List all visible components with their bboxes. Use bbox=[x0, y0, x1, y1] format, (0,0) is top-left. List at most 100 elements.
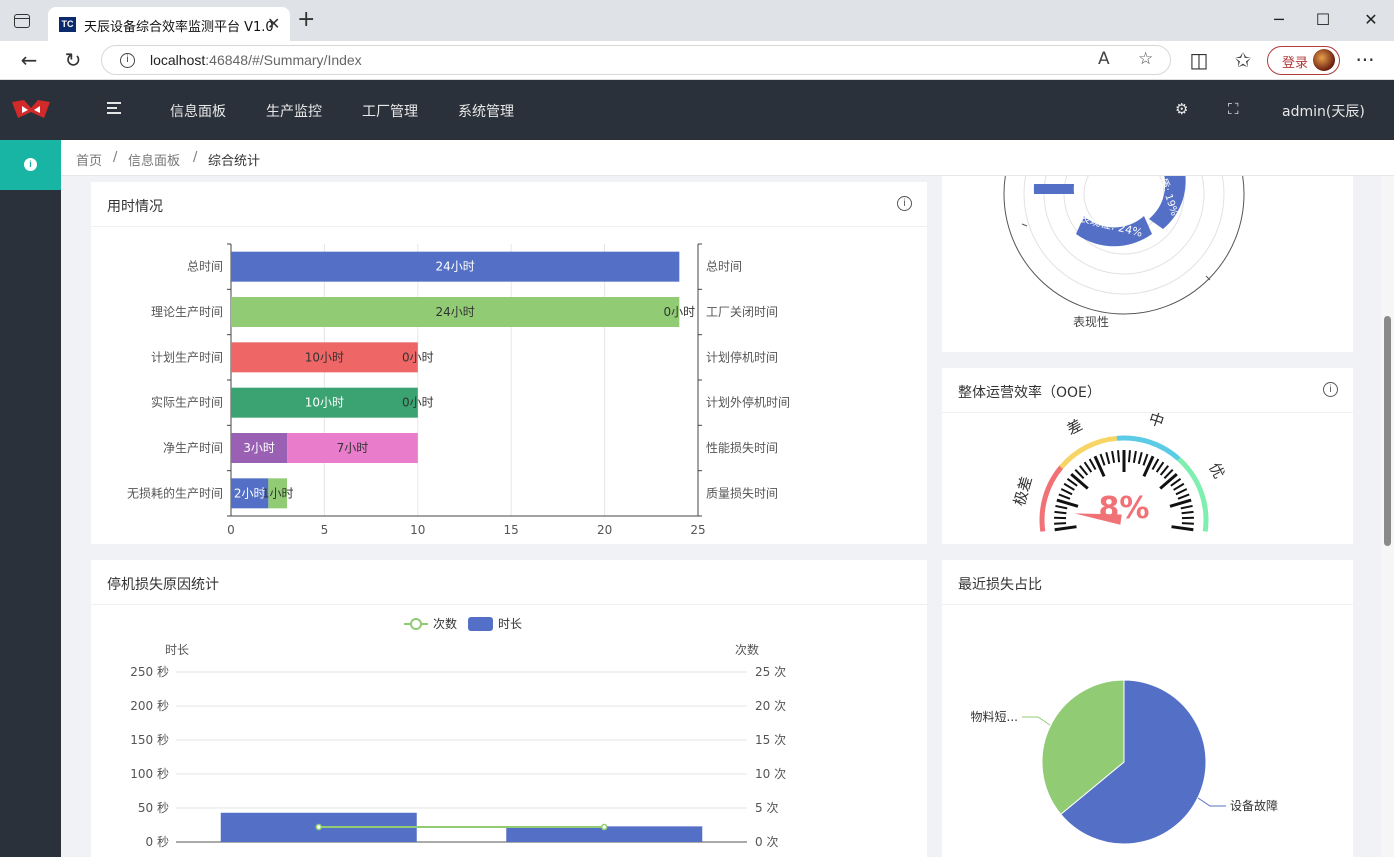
y-tick-label: 150 秒 bbox=[130, 733, 169, 747]
gauge-band-label: 中 bbox=[1147, 409, 1167, 431]
gauge-band bbox=[1059, 435, 1118, 469]
nav-item-dashboard[interactable]: 信息面板 bbox=[170, 104, 226, 120]
gauge-tick bbox=[1093, 455, 1106, 477]
url-text: localhost:46848/#/Summary/Index bbox=[150, 52, 362, 68]
nav-item-system[interactable]: 系统管理 bbox=[458, 104, 514, 120]
y-right-category-label: 工厂关闭时间 bbox=[706, 305, 778, 319]
bar bbox=[506, 826, 703, 842]
tab-close-icon[interactable]: ✕ bbox=[267, 14, 281, 33]
address-bar: ← ↻ i localhost:46848/#/Summary/Index A … bbox=[0, 41, 1394, 80]
info-icon[interactable]: i bbox=[1323, 382, 1338, 397]
gauge-tick bbox=[1070, 472, 1089, 490]
gauge-tick bbox=[1054, 510, 1067, 515]
bar bbox=[231, 297, 680, 327]
minimize-icon[interactable]: ─ bbox=[1274, 10, 1284, 29]
nav-item-monitoring[interactable]: 生产监控 bbox=[266, 104, 322, 120]
close-window-icon[interactable]: ✕ bbox=[1364, 10, 1378, 29]
gauge-value: 8% bbox=[1099, 491, 1150, 526]
breadcrumb-home[interactable]: 首页 bbox=[76, 154, 103, 169]
pie-label: 设备故障 bbox=[1230, 798, 1278, 813]
favicon-icon: TC bbox=[59, 17, 76, 32]
gauge-tick bbox=[1066, 477, 1078, 487]
browser-tab[interactable]: TC 天辰设备综合效率监测平台 V1.0 ✕ bbox=[48, 7, 290, 41]
scrollbar-thumb[interactable] bbox=[1384, 316, 1391, 546]
maximize-icon[interactable]: ☐ bbox=[1315, 10, 1331, 29]
bar-data-label: 0小时 bbox=[663, 305, 695, 319]
time-usage-card: 用时情况 i 0 5 10 15 20 25 总时间 总时间 24小时 理论生产时间 工厂关闭时间 2… bbox=[91, 182, 927, 544]
card-title: 用时情况 bbox=[107, 199, 163, 215]
gauge-pointer bbox=[1074, 513, 1122, 525]
pie-label: 物料短... bbox=[971, 710, 1018, 724]
gauge-tick bbox=[1058, 493, 1071, 500]
y-tick-label: 50 秒 bbox=[138, 801, 169, 815]
card-title: 停机损失原因统计 bbox=[107, 577, 219, 593]
gauge-band bbox=[1116, 435, 1181, 461]
y-axis-name: 时长 bbox=[165, 643, 189, 657]
bar-data-label: 10小时 bbox=[305, 350, 344, 364]
gauge-tick bbox=[1137, 452, 1143, 465]
split-screen-icon[interactable]: ◫ bbox=[1189, 48, 1209, 72]
pie-label-line bbox=[1022, 716, 1051, 726]
gauge-tick bbox=[1083, 461, 1093, 473]
breadcrumb-section[interactable]: 信息面板 bbox=[128, 154, 181, 169]
polar-bar bbox=[1033, 184, 1074, 194]
back-icon[interactable]: ← bbox=[20, 48, 38, 72]
bar-data-label: 24小时 bbox=[436, 305, 475, 319]
gauge-tick bbox=[1088, 458, 1097, 470]
settings-gear-icon[interactable]: ⚙ bbox=[1175, 100, 1189, 118]
info-icon[interactable]: i bbox=[897, 196, 912, 211]
page-scrollbar[interactable] bbox=[1381, 176, 1394, 857]
y-tick-label: 100 秒 bbox=[130, 767, 169, 781]
user-name[interactable]: admin(天辰) bbox=[1282, 104, 1365, 120]
y-category-label: 无损耗的生产时间 bbox=[127, 485, 223, 500]
legend-marker-icon bbox=[410, 618, 422, 630]
x-tick-label: 0 bbox=[227, 523, 235, 537]
gauge-band bbox=[1177, 457, 1209, 532]
bar-data-label: 24小时 bbox=[436, 260, 475, 274]
gauge-tick bbox=[1074, 469, 1085, 480]
breadcrumb-current: 综合统计 bbox=[208, 154, 261, 169]
x-tick-label: 10 bbox=[410, 523, 425, 537]
refresh-icon[interactable]: ↻ bbox=[64, 48, 82, 72]
gauge-band-label: 极差 bbox=[1010, 474, 1036, 508]
url-field[interactable]: i localhost:46848/#/Summary/Index A ☆ bbox=[101, 45, 1171, 75]
favorites-icon[interactable]: ✩ bbox=[1234, 48, 1252, 72]
gauge-tick bbox=[1142, 455, 1155, 477]
more-menu-icon[interactable]: ··· bbox=[1355, 48, 1375, 72]
gauge-tick bbox=[1155, 461, 1165, 473]
site-info-icon[interactable]: i bbox=[120, 53, 135, 68]
bar-data-label: 10小时 bbox=[305, 396, 344, 410]
login-button[interactable]: 登录 bbox=[1267, 46, 1340, 75]
y-right-category-label: 性能损失时间 bbox=[706, 440, 778, 455]
bar bbox=[268, 478, 288, 509]
read-aloud-icon[interactable]: A bbox=[1098, 49, 1110, 69]
x-tick-label: 20 bbox=[597, 523, 612, 537]
gauge-band bbox=[1039, 465, 1064, 532]
browser-tab-bar: TC 天辰设备综合效率监测平台 V1.0 ✕ + ─ ☐ ✕ bbox=[0, 0, 1394, 41]
card-title: 整体运营效率（OOE） bbox=[958, 385, 1101, 401]
gauge-tick bbox=[1111, 450, 1116, 464]
new-tab-icon[interactable]: + bbox=[297, 7, 316, 32]
line-point bbox=[601, 823, 608, 831]
breadcrumb: 首页 / 信息面板 / 综合统计 bbox=[61, 140, 1394, 176]
gauge-tick bbox=[1169, 498, 1192, 508]
gauge-band-label: 优 bbox=[1205, 460, 1228, 482]
polar-chart-card: 表现性: 24% 质: 19% 表现性 bbox=[942, 176, 1353, 352]
fullscreen-icon[interactable]: ⛶ bbox=[1228, 100, 1239, 118]
favorite-star-icon[interactable]: ☆ bbox=[1138, 49, 1154, 69]
sidebar-item-info[interactable]: i bbox=[0, 140, 61, 190]
gauge-tick bbox=[1151, 458, 1160, 470]
y-right-category-label: 质量损失时间 bbox=[706, 485, 778, 500]
legend-label: 时长 bbox=[498, 617, 522, 631]
tab-actions-icon[interactable] bbox=[14, 14, 30, 28]
bar-data-label: 3小时 bbox=[243, 441, 275, 455]
y2-tick-label: 0 次 bbox=[755, 835, 778, 849]
nav-item-factory[interactable]: 工厂管理 bbox=[362, 104, 418, 120]
y-tick-label: 200 秒 bbox=[130, 699, 169, 713]
bar-data-label: 0小时 bbox=[402, 396, 434, 410]
sidebar: i bbox=[0, 80, 61, 857]
polar-bar bbox=[1076, 216, 1152, 247]
menu-toggle-icon[interactable] bbox=[107, 101, 121, 115]
ooe-gauge-card: 整体运营效率（OOE） i 极差 差 中优 8% bbox=[942, 368, 1353, 544]
